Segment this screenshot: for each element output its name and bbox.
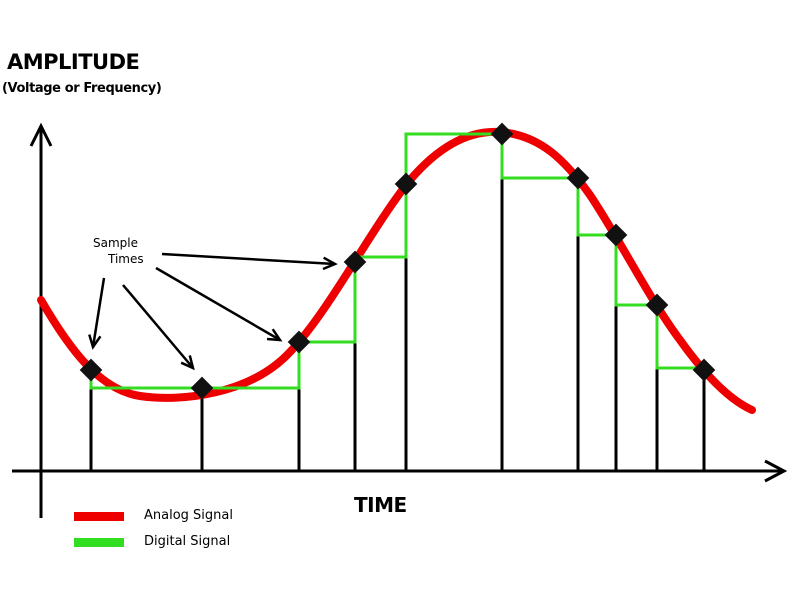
annotation-arrows bbox=[88, 252, 338, 371]
legend-swatch-digital bbox=[74, 538, 124, 547]
sample-marker bbox=[287, 330, 311, 354]
sample-marker bbox=[490, 122, 514, 146]
annotation-arrow bbox=[155, 266, 283, 342]
legend-swatch-analog bbox=[74, 512, 124, 521]
y-axis-arrowhead bbox=[29, 122, 53, 147]
sample-marker bbox=[645, 293, 669, 317]
digital-signal-steps bbox=[89, 132, 704, 390]
analog-signal-curve bbox=[37, 127, 756, 414]
x-axis-title: TIME bbox=[354, 493, 407, 517]
sample-marker bbox=[692, 358, 716, 382]
sample-markers bbox=[79, 122, 716, 400]
axes bbox=[12, 122, 788, 518]
legend-label-digital: Digital Signal bbox=[144, 534, 231, 549]
y-axis-subtitle: (Voltage or Frequency) bbox=[2, 81, 162, 96]
annotation-times: Times bbox=[108, 252, 144, 266]
x-axis-arrowhead bbox=[764, 459, 788, 483]
annotation-arrow bbox=[122, 284, 195, 371]
legend-label-analog: Analog Signal bbox=[144, 508, 233, 523]
sample-marker bbox=[79, 358, 103, 382]
annotation-arrow bbox=[88, 277, 106, 350]
annotation-arrow bbox=[161, 252, 338, 271]
y-axis-title: AMPLITUDE bbox=[7, 50, 140, 74]
annotation-sample: Sample bbox=[93, 236, 138, 250]
